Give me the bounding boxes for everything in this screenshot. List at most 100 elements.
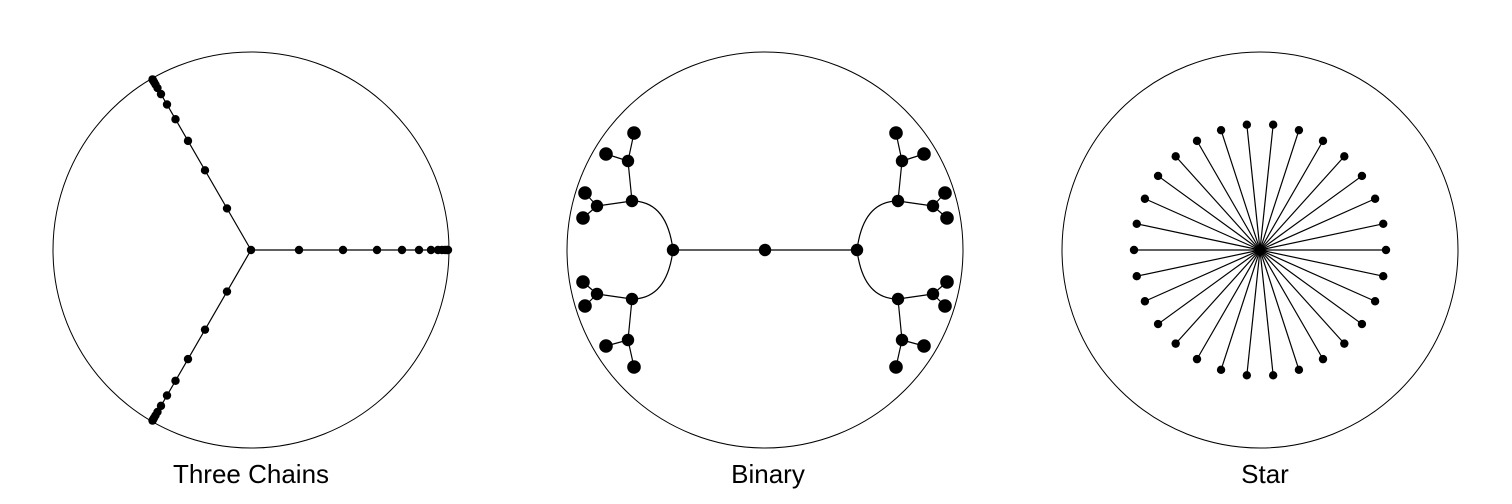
chain-node — [338, 245, 348, 255]
star-leaf-node — [1357, 171, 1367, 181]
chain-node — [183, 136, 193, 146]
chain-root-node — [246, 245, 256, 255]
star-edge — [1259, 249, 1345, 345]
star-edge — [1136, 223, 1261, 251]
binary-edge — [897, 298, 903, 341]
star-leaf-node — [1192, 354, 1202, 364]
binary-leaf-node — [578, 299, 592, 313]
three-chains-panel: Three Chains — [52, 51, 453, 489]
star-edge — [1246, 124, 1261, 251]
star-edge — [1246, 249, 1261, 376]
star-leaf-node — [1294, 125, 1304, 135]
star-edge — [1175, 249, 1261, 345]
binary-leaf-node — [889, 126, 903, 140]
star-leaf-node — [1370, 194, 1380, 203]
chain-node — [162, 391, 172, 400]
star-leaf-node — [1294, 365, 1304, 375]
star-leaf-node — [1129, 245, 1139, 255]
chain-node — [183, 354, 193, 364]
star-leaf-node — [1381, 245, 1391, 255]
star-hub-node — [1257, 247, 1263, 253]
binary-leaf-node — [576, 275, 590, 289]
chain-node — [171, 115, 180, 124]
binary-leaf-node — [940, 211, 954, 225]
binary-nodes — [576, 126, 954, 374]
star-leaf-node — [1132, 271, 1141, 281]
star-edge — [1175, 155, 1261, 251]
binary-leaf-node — [576, 211, 590, 225]
chain-node — [414, 245, 424, 255]
chain-node — [171, 376, 180, 385]
star-edge — [1259, 140, 1324, 251]
star-leaf-node — [1140, 297, 1150, 306]
star-leaf-node — [1153, 171, 1163, 181]
binary-leaf-node — [940, 275, 954, 289]
star-leaf-node — [1132, 219, 1141, 229]
star-panel: Star — [1061, 51, 1459, 489]
three-chains-nodes — [148, 75, 453, 425]
star-edges — [1134, 124, 1386, 376]
binary-leaf-node — [889, 360, 903, 374]
chain-node — [200, 325, 210, 334]
chain-node — [294, 245, 304, 255]
chain-node — [162, 100, 172, 109]
star-edge — [1259, 249, 1363, 325]
binary-node — [926, 287, 940, 301]
binary-node — [621, 333, 635, 347]
binary-node — [625, 292, 639, 306]
binary-edge — [856, 249, 899, 300]
binary-node — [850, 243, 864, 257]
star-leaf-node — [1318, 136, 1328, 146]
binary-node — [625, 194, 639, 208]
binary-leaf-node — [938, 186, 952, 200]
star-edge — [1259, 124, 1274, 251]
star-edge — [1144, 198, 1261, 251]
star-leaf-node — [1268, 371, 1278, 380]
chain-node — [156, 401, 166, 411]
star-edge — [1157, 175, 1261, 251]
star-edge — [1259, 129, 1300, 251]
binary-edge — [856, 200, 899, 251]
star-leaf-node — [1140, 194, 1150, 203]
star-edge — [1259, 155, 1345, 251]
binary-leaf-node — [599, 147, 613, 161]
star-leaf-node — [1340, 152, 1349, 161]
star-edge — [1259, 223, 1384, 251]
chain-node — [443, 245, 453, 255]
star-leaf-node — [1153, 319, 1163, 329]
star-leaf-node — [1370, 297, 1380, 306]
chain-node — [426, 245, 436, 255]
star-leaf-node — [1340, 339, 1349, 348]
binary-edge — [631, 249, 674, 300]
star-leaf-node — [1216, 365, 1226, 375]
star-edge — [1196, 140, 1261, 251]
chain-node — [200, 166, 210, 175]
three-chains-caption: Three Chains — [173, 459, 329, 489]
star-leaf-node — [1268, 120, 1278, 129]
star-disk-boundary — [1061, 51, 1459, 449]
star-leaf-node — [1318, 354, 1328, 364]
binary-leaf-node — [627, 360, 641, 374]
star-leaf-node — [1379, 271, 1388, 281]
binary-node — [590, 199, 604, 213]
binary-node — [926, 199, 940, 213]
star-edge — [1259, 249, 1300, 371]
star-edge — [1196, 249, 1261, 360]
star-leaf-node — [1242, 371, 1252, 380]
binary-leaf-node — [938, 299, 952, 313]
binary-disk-boundary — [566, 51, 964, 449]
binary-edge — [631, 200, 674, 251]
binary-root-node — [758, 243, 772, 257]
star-leaf-node — [1171, 339, 1180, 348]
binary-edge — [627, 298, 633, 341]
binary-caption: Binary — [731, 459, 805, 489]
star-leaf-node — [1192, 136, 1202, 146]
star-edge — [1259, 249, 1376, 302]
binary-node — [891, 194, 905, 208]
star-leaf-node — [1357, 319, 1367, 329]
star-edge — [1144, 249, 1261, 302]
binary-node — [891, 292, 905, 306]
binary-leaf-node — [917, 339, 931, 353]
star-nodes — [1129, 120, 1391, 380]
star-edge — [1136, 249, 1261, 277]
